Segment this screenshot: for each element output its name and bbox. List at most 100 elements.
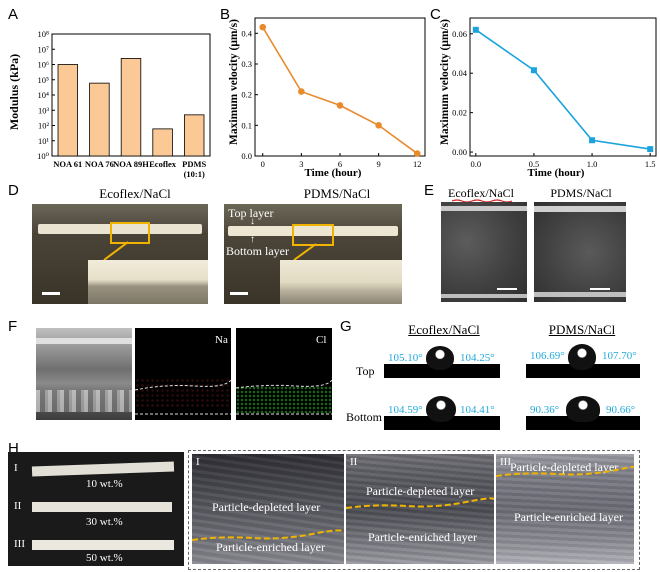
d-top-arrow: ↓ — [250, 216, 255, 227]
chart-a-modulus: 10⁰ 10¹ 10² 10³ 10⁴ 10⁵ 10⁶ 10⁷ 10⁸ NOA 61 NOA 76 N… — [7, 29, 211, 179]
frame — [254, 17, 426, 157]
g-drop-eco-top: 105.10° 104.25° — [384, 342, 500, 378]
xtick-label: 1.5 — [645, 159, 656, 169]
chart-a-ytick-label: 10⁶ — [38, 60, 50, 70]
chart-b-velocity: 0 3 6 9 12 0.0 0.1 0.2 0.3 0.4 Maximum velocity (… — [228, 17, 426, 179]
panel-label-g: G — [340, 318, 352, 335]
h-views-frame — [188, 450, 640, 570]
e-right-title: PDMS/NaCl — [550, 186, 612, 200]
h-enriched-label: Particle-enriched layer — [368, 530, 477, 544]
g-row-top: Top — [356, 364, 375, 378]
h-view-2: II Particle-depleted layer Particle-enri… — [346, 454, 494, 564]
g-left-title: Ecoflex/NaCl — [408, 322, 480, 337]
chart-a-xtick-sublabel: (10:1) — [184, 169, 205, 179]
g-angle: 90.36° — [530, 404, 560, 416]
h-sample-wt: 30 wt.% — [86, 516, 123, 528]
f-cl-label: Cl — [316, 334, 327, 346]
h-depleted-label: Particle-depleted layer — [212, 500, 321, 514]
g-angle: 107.70° — [602, 350, 637, 362]
e-left-photo — [441, 202, 527, 302]
h-depleted-label: Particle-depleted layer — [366, 484, 475, 498]
ytick-label: 0.0 — [241, 151, 252, 161]
ytick-label: 0.1 — [241, 120, 252, 130]
ytick-label: 0.04 — [452, 68, 468, 78]
g-drop-pdms-bottom: 90.36° 90.66° — [526, 392, 640, 430]
chart-a-ytick-label: 10³ — [38, 105, 50, 115]
data-point — [589, 137, 596, 144]
chart-a-ytick-label: 10² — [38, 121, 50, 131]
f-cl-map: Cl — [236, 328, 332, 420]
h-sample-wt: 50 wt.% — [86, 552, 123, 564]
chart-a-xtick-label: PDMS — [182, 159, 206, 169]
ytick-label: 0.02 — [452, 108, 467, 118]
chart-a-ytick-label: 10⁸ — [38, 29, 50, 39]
h-enriched-label: Particle-enriched layer — [514, 510, 623, 524]
xtick-label: 1.0 — [587, 159, 598, 169]
panel-label-c: C — [430, 6, 441, 23]
h-sample-wt: 10 wt.% — [86, 478, 123, 490]
panel-label-f: F — [8, 318, 18, 335]
panel-label-b: B — [220, 6, 231, 23]
h-view-3: III Particle-depleted layer Particle-enr… — [496, 454, 634, 564]
chart-a-ylabel: Modulus (kPa) — [7, 54, 21, 130]
d-left-photo — [32, 204, 208, 304]
ytick-label: 0.00 — [452, 147, 467, 157]
series-line — [262, 26, 418, 155]
chart-a-xtick-label: NOA 61 — [53, 159, 82, 169]
g-drop-eco-bottom: 104.59° 104.41° — [384, 392, 500, 430]
e-left-title: Ecoflex/NaCl — [448, 186, 514, 200]
data-point — [298, 88, 305, 95]
panel-label-a: A — [8, 6, 19, 23]
ytick-label: 0.3 — [241, 59, 252, 69]
g-angle: 104.41° — [460, 404, 495, 416]
h-sample-roman: I — [14, 462, 18, 474]
xtick-label: 0.5 — [529, 159, 540, 169]
panel-label-e: E — [424, 182, 435, 199]
d-right-photo: Top layer ↓ ↑ Bottom layer — [224, 204, 402, 304]
chart-a-bar — [89, 82, 110, 157]
h-view-roman: III — [500, 456, 511, 468]
panel-label-d: D — [8, 182, 19, 199]
data-point — [375, 122, 382, 129]
xtick-label: 12 — [413, 159, 422, 169]
panel-label-h: H — [8, 440, 19, 457]
chart-a-bar — [120, 58, 142, 157]
h-view-1: I Particle-depleted layer Particle-enric… — [192, 454, 344, 564]
h-samples-photo: I 10 wt.% II 30 wt.% III 50 wt.% — [8, 452, 184, 566]
f-na-map: Na — [135, 328, 231, 420]
g-angle: 90.66° — [606, 404, 636, 416]
chart-b-xlabel: Time (hour) — [305, 167, 362, 179]
chart-c-xlabel: Time (hour) — [528, 167, 585, 179]
h-view-roman: II — [350, 456, 358, 468]
chart-a-ytick-label: 10⁵ — [38, 75, 50, 85]
data-point — [413, 150, 421, 157]
chart-a-ytick-label: 10⁷ — [38, 44, 50, 54]
xtick-label: 0 — [261, 159, 265, 169]
g-angle: 104.59° — [388, 404, 423, 416]
chart-a-xtick-label: NOA 89H — [113, 159, 149, 169]
g-drop-pdms-top: 106.69° 107.70° — [526, 342, 640, 378]
h-sample-strip — [32, 502, 172, 512]
h-sample-strip — [31, 461, 175, 477]
data-point — [336, 102, 344, 109]
g-right-title: PDMS/NaCl — [548, 322, 616, 337]
g-angle: 105.10° — [388, 352, 423, 364]
f-sem-photo — [36, 328, 132, 420]
d-bottom-arrow: ↑ — [250, 234, 255, 245]
ytick-label: 0.4 — [241, 28, 252, 38]
d-left-title: Ecoflex/NaCl — [99, 186, 171, 201]
ytick-label: 0.06 — [452, 29, 467, 39]
chart-a-ytick-label: 10⁰ — [37, 151, 50, 161]
xtick-label: 0.0 — [471, 159, 482, 169]
xtick-label: 6 — [338, 159, 342, 169]
data-point — [472, 26, 479, 33]
xtick-label: 3 — [299, 159, 303, 169]
chart-c-velocity: 0.0 0.5 1.0 1.5 0.00 0.02 0.04 0.06 Maximum vel… — [439, 17, 657, 179]
chart-a-ytick-label: 10¹ — [38, 136, 50, 146]
g-angle: 104.25° — [460, 352, 495, 364]
frame — [469, 17, 657, 157]
chart-a-bar — [57, 64, 78, 157]
chart-a-xtick-label: NOA 76 — [85, 159, 114, 169]
g-row-bottom: Bottom — [346, 410, 383, 424]
d-bottom-layer-label: Bottom layer — [226, 244, 289, 258]
